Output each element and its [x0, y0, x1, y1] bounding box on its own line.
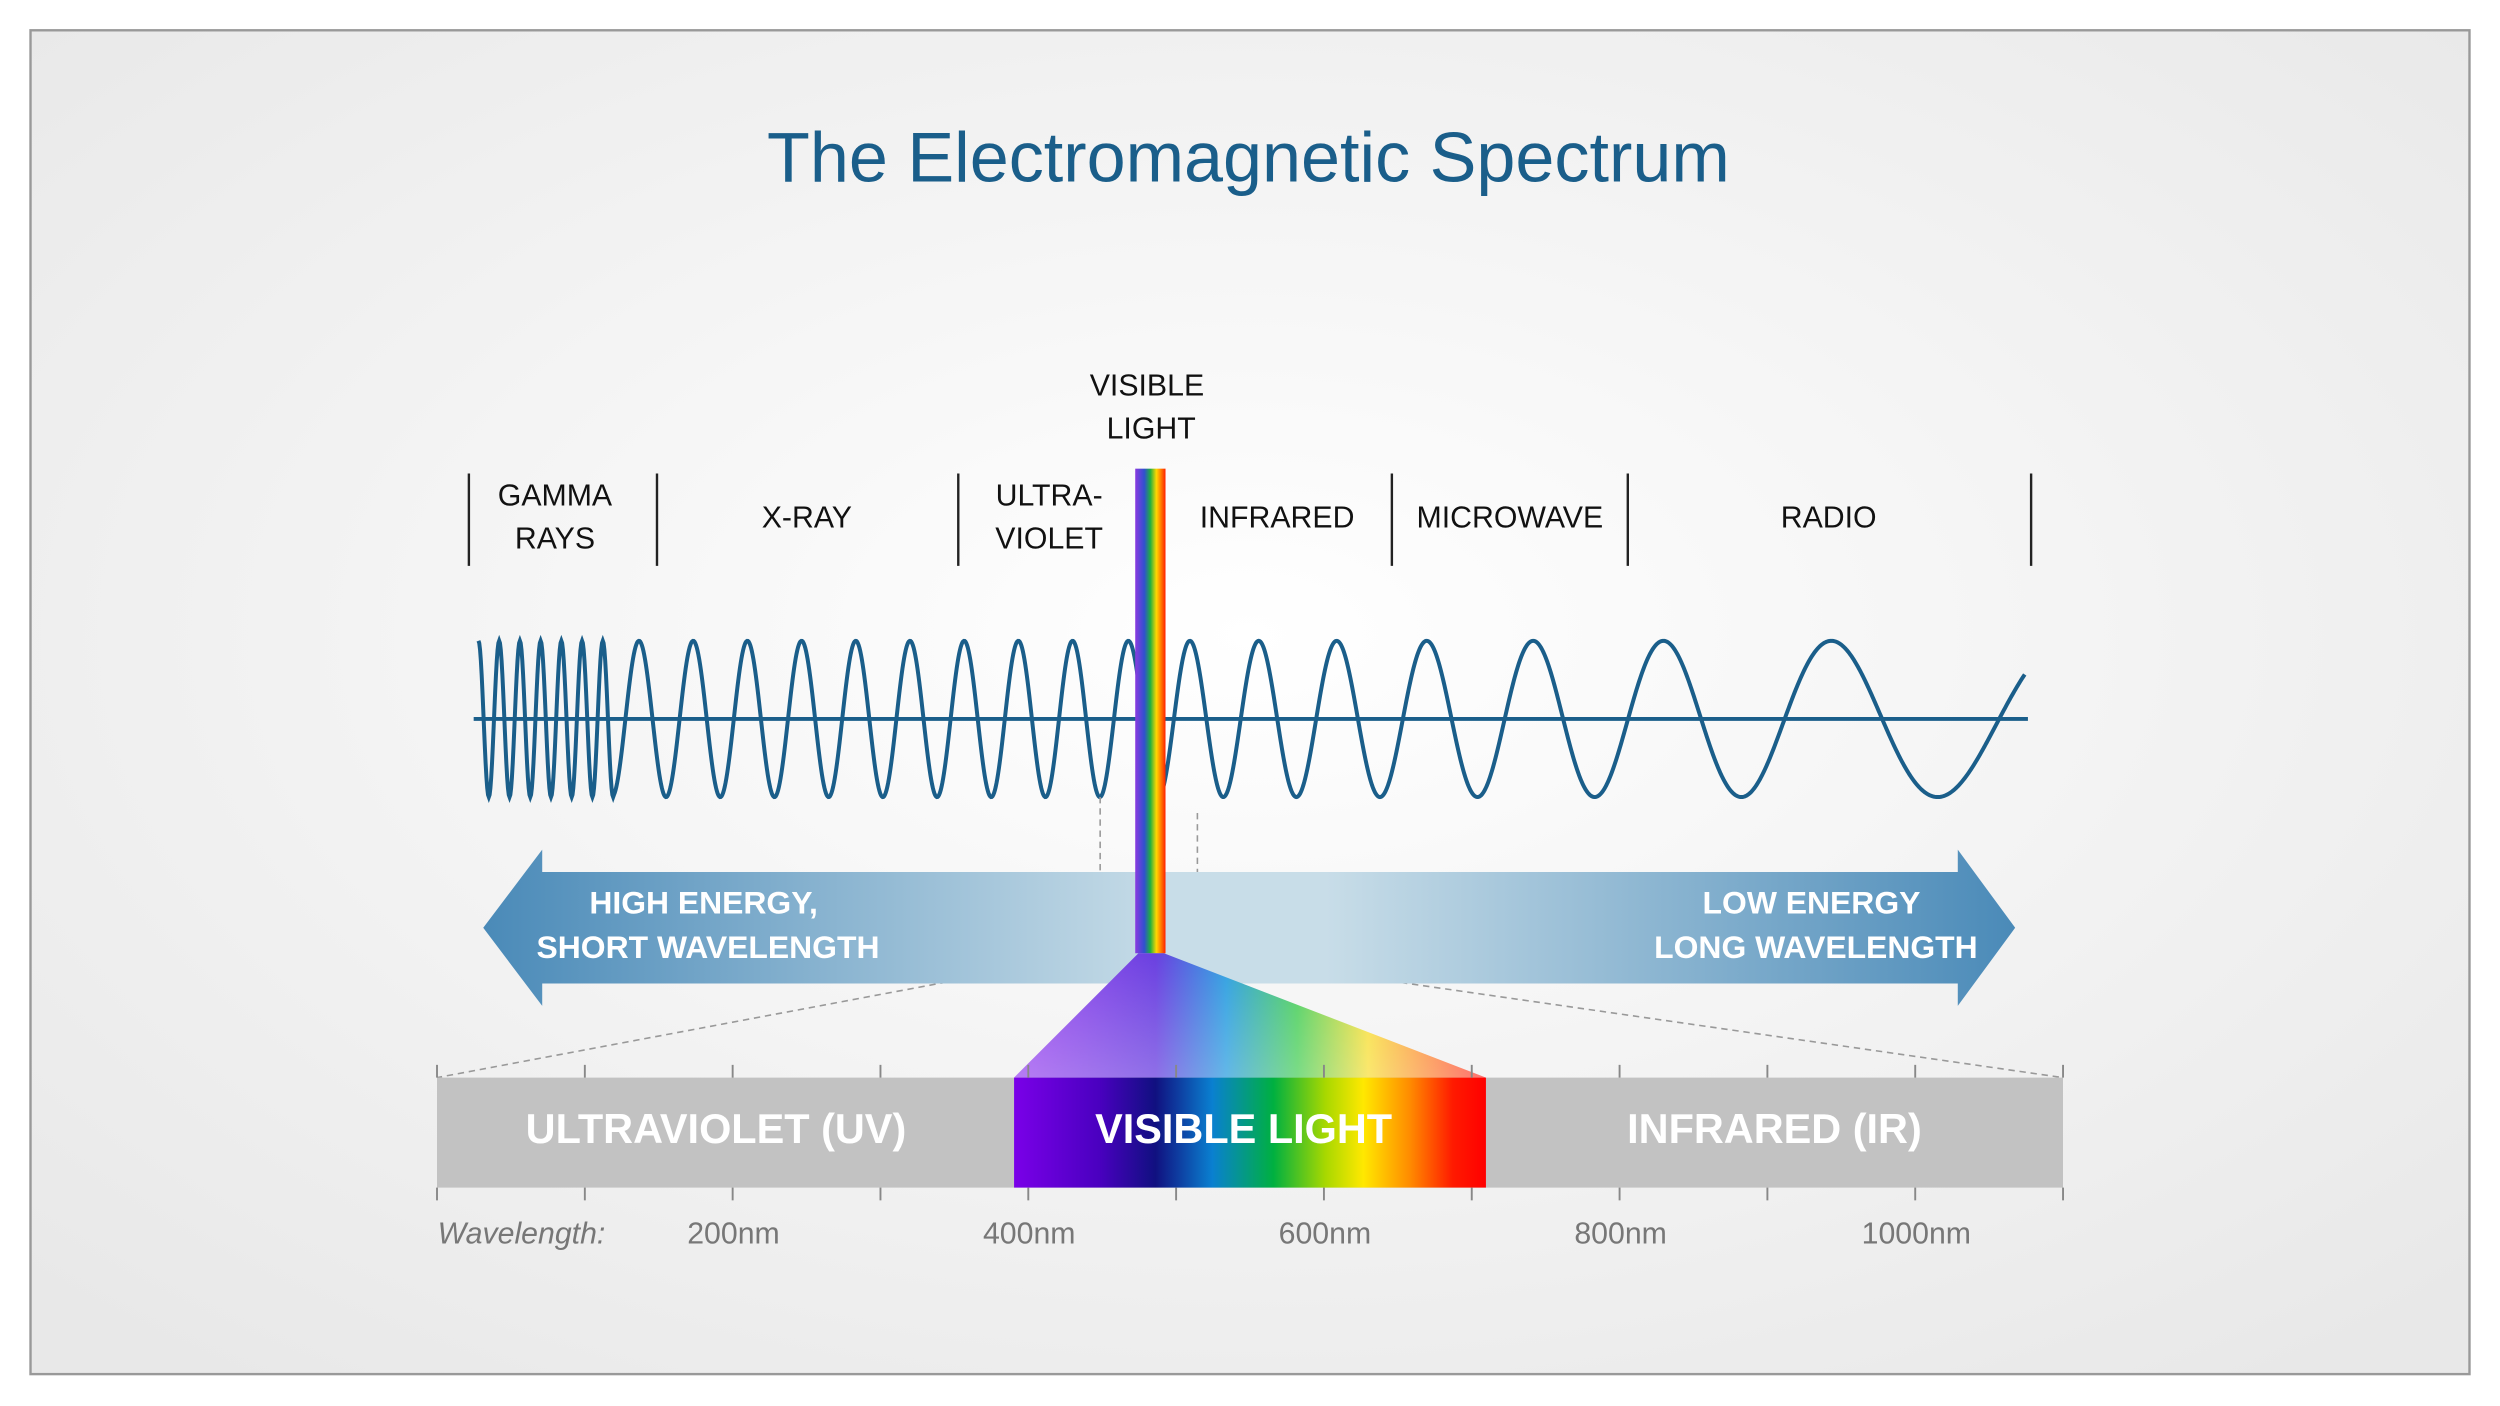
segment-label: ULTRAVIOLET (UV): [526, 1105, 907, 1152]
bar-ticks: [436, 1064, 2064, 1201]
band-labels: GAMMA RAYS X-RAY ULTRA- VIOLET INFRARED MICROW…: [498, 479, 1877, 555]
band-label: MICROWAVE: [1417, 502, 1604, 535]
label-line: RADIO: [1781, 502, 1877, 535]
arrow-left-label: HIGH ENERGY, SHORT WAVELENGTH: [537, 884, 880, 965]
label-line: HIGH ENERGY,: [589, 884, 817, 920]
energy-arrow: [483, 849, 2016, 1006]
wave: [476, 634, 2027, 804]
band-label: INFRARED: [1200, 502, 1355, 535]
tick-label: 800nm: [1574, 1217, 1667, 1250]
band-dividers: [467, 473, 2033, 566]
arrow-right-label: LOW ENERGY LONG WAVELENGTH: [1654, 884, 1977, 965]
prism-fan-shade: [1014, 953, 1486, 1078]
band-label: X-RAY: [762, 502, 852, 535]
label-line: VISIBLE: [1090, 369, 1204, 402]
label-line: SHORT WAVELENGTH: [537, 929, 880, 965]
tick-label: 1000nm: [1862, 1217, 1971, 1250]
tick-label: 600nm: [1279, 1217, 1372, 1250]
tick-label: 200nm: [687, 1217, 780, 1250]
tick-labels: 200nm 400nm 600nm 800nm 1000nm: [687, 1217, 1971, 1250]
label-line: ULTRA-: [996, 479, 1103, 512]
segment-label: INFRARED (IR): [1627, 1105, 1922, 1152]
visible-segment: [1014, 1077, 1486, 1188]
label-line: VIOLET: [995, 522, 1103, 555]
axis-label: Wavelength:: [438, 1217, 606, 1250]
label-line: INFRARED: [1200, 502, 1355, 535]
label-line: RAYS: [515, 522, 595, 555]
label-line: X-RAY: [762, 502, 852, 535]
band-label: RADIO: [1781, 502, 1877, 535]
segment-label: VISIBLE LIGHT: [1095, 1105, 1392, 1152]
label-line: LIGHT: [1107, 412, 1196, 445]
band-label: GAMMA RAYS: [498, 479, 613, 555]
title: The Electromagnetic Spectrum: [767, 119, 1730, 197]
label-line: GAMMA: [498, 479, 613, 512]
label-line: LONG WAVELENGTH: [1654, 929, 1977, 965]
label-line: MICROWAVE: [1417, 502, 1604, 535]
tick-label: 400nm: [983, 1217, 1076, 1250]
visible-label: VISIBLE LIGHT: [1090, 369, 1213, 445]
band-label: ULTRA- VIOLET: [995, 479, 1103, 555]
light-beam: [1135, 468, 1166, 954]
label-line: LOW ENERGY: [1703, 884, 1921, 920]
